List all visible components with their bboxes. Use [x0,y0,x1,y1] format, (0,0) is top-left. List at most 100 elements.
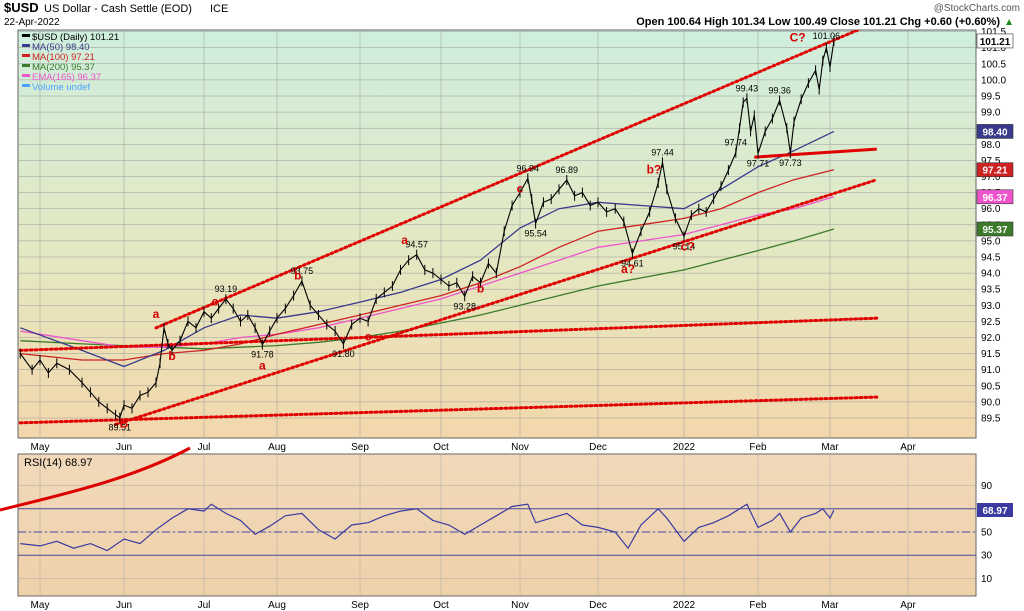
legend-swatch [22,74,30,77]
legend-swatch [22,54,30,57]
price-point-label: 96.94 [517,163,540,173]
rsi-x-tick-label: Sep [351,600,369,611]
ma100-line [20,169,835,361]
price-line [19,40,835,419]
rsi-line [20,503,835,552]
wave-label: C? [790,30,806,44]
price-y-tick-label: 91.5 [981,349,1001,360]
ma200-line [20,228,835,350]
price-y-tick-label: 91.0 [981,365,1001,376]
price-y-tick-label: 95.0 [981,236,1001,247]
price-y-tick-label: 94.5 [981,253,1001,264]
price-point-label: 97.74 [725,138,748,148]
rsi-y-tick-label: 30 [981,551,993,562]
price-x-tick-label: Mar [821,442,839,453]
value-tag-box [976,33,1014,49]
value-tag-box [976,221,1014,237]
value-tag-box [976,162,1014,178]
price-y-tick-label: 92.0 [981,333,1001,344]
price-x-axis: May Jun Jul Aug Sep Oct Nov Dec 2022 Feb Mar Apr [31,442,917,453]
symbol-title: $USD [4,0,39,15]
rsi-tag-label: 68.97 [982,506,1007,517]
rsi-x-tick-label: Feb [749,600,767,611]
rsi-x-tick-label: Aug [268,600,286,611]
rsi-x-tick-label: Nov [511,600,529,611]
wave-label: b [168,349,175,363]
price-point-label: 91.78 [251,350,274,360]
price-point-label: 91.80 [332,349,355,359]
value-tag-box [976,189,1014,205]
price-y-tick-label: 99.5 [981,92,1001,103]
price-x-tick-label: Nov [511,442,529,453]
ema165-line [20,196,835,348]
price-x-tick-label: Dec [589,442,607,453]
price-point-label: 89.51 [109,423,132,433]
price-y-tick-label: 98.0 [981,140,1001,151]
price-y-tick-label: 89.5 [981,414,1001,425]
rsi-y-tick-label: 50 [981,528,993,539]
price-y-tick-label: 92.5 [981,317,1001,328]
legend-entry: EMA(165) 96.37 [32,72,101,83]
price-y-tick-label: 94.0 [981,269,1001,280]
exchange-label: ICE [210,3,228,15]
support-line [754,147,877,159]
chart-date: 22-Apr-2022 [4,17,60,28]
wave-label: B [120,417,129,431]
price-plot-area [18,30,879,426]
price-point-label: 97.71 [747,159,770,169]
value-tag-box [976,124,1014,139]
price-point-label: 94.61 [621,258,644,268]
price-point-label: 93.75 [291,266,314,276]
wave-label: a [401,233,408,247]
rsi-tag-box [977,502,1013,517]
legend-entry: MA(50) 98.40 [32,42,90,53]
rsi-value-tag: 68.97 [977,502,1013,517]
price-x-tick-label: Feb [749,442,767,453]
price-y-tick-label: 97.5 [981,156,1001,167]
legend-entry: MA(200) 95.37 [32,62,95,73]
price-panel-background [17,29,977,439]
rsi-panel-background [17,453,977,597]
rsi-x-tick-label: Dec [589,600,607,611]
price-point-label: 97.73 [779,158,802,168]
price-y-tick-label: 93.5 [981,285,1001,296]
rsi-x-tick-label: Jun [116,600,132,611]
price-x-tick-label: 2022 [673,442,696,453]
trend-channel-line [18,316,879,352]
instrument-name: US Dollar - Cash Settle (EOD) [44,3,192,15]
wave-label: c [517,182,524,196]
price-y-tick-label: 99.0 [981,108,1001,119]
price-annotations: 89.51 93.19 91.78 93.75 91.80 94.57 93.28 96.94… [109,30,841,432]
legend-swatch [22,44,30,47]
price-y-tick-label: 90.5 [981,381,1001,392]
wave-label: c [212,294,219,308]
price-point-label: 97.44 [651,147,674,157]
wave-label: b? [647,162,662,176]
price-point-label: 99.36 [768,86,791,96]
rsi-x-tick-label: Apr [900,600,916,611]
legend-swatch [22,64,30,67]
legend-entry: MA(100) 97.21 [32,52,95,63]
value-tag-label: 95.37 [982,225,1007,236]
rsi-x-tick-label: 2022 [673,600,696,611]
trend-channel-line [114,178,879,426]
price-x-tick-label: Apr [900,442,916,453]
rsi-x-axis: May Jun Jul Aug Sep Oct Nov Dec 2022 Feb Mar Apr [31,600,917,611]
rsi-plot-area [18,503,976,556]
ohlc-up-arrow: ▲ [1004,17,1014,28]
price-point-label: 99.43 [736,83,759,93]
price-point-label: 93.19 [215,284,238,294]
wave-label: a? [621,262,635,276]
price-x-tick-label: Jul [198,442,211,453]
annotation-arc [0,446,191,512]
stockcharts-watermark: @StockCharts.com [934,3,1020,14]
price-x-tick-label: Oct [433,442,449,453]
wave-label: b [294,269,301,283]
wave-label: c [365,330,372,344]
rsi-y-tick-label: 10 [981,574,993,585]
price-x-tick-label: Sep [351,442,369,453]
legend-swatch [22,84,30,87]
price-y-tick-label: 101.0 [981,43,1006,54]
price-point-label: 95.54 [524,229,547,239]
